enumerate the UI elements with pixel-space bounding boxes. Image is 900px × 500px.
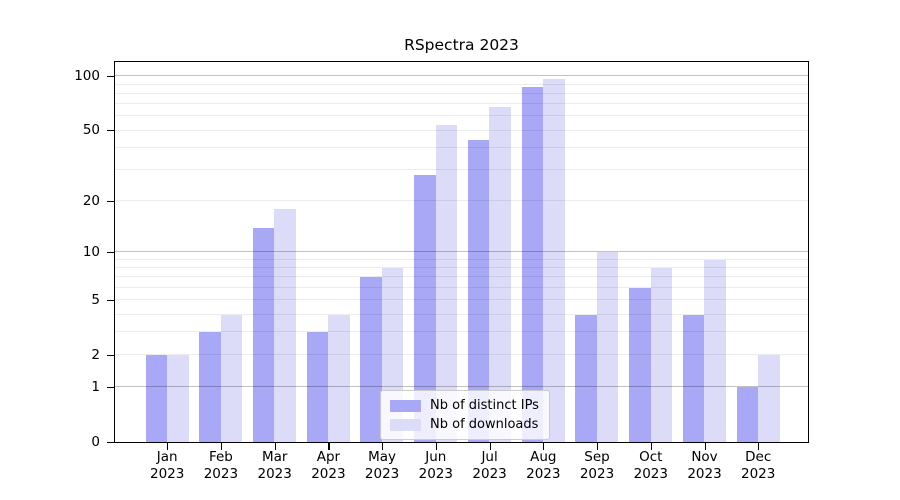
bar-downloads-jul — [489, 106, 511, 442]
x-tick-mark-dec — [758, 443, 760, 450]
legend: Nb of distinct IPs Nb of downloads — [380, 390, 550, 440]
bar-downloads-mar — [274, 208, 296, 442]
x-tick-label-nov: Nov 2023 — [687, 449, 722, 482]
legend-label-downloads: Nb of downloads — [430, 417, 539, 432]
bar-distinct-ips-aug — [521, 87, 544, 442]
gridline-y-40 — [115, 146, 808, 148]
gridline-y-3 — [115, 331, 808, 333]
gridline-y-2 — [115, 354, 808, 355]
x-tick-label-sep: Sep 2023 — [579, 449, 615, 482]
legend-swatch-distinct-ips — [390, 399, 421, 412]
plot-area: Nb of distinct IPs Nb of downloads — [114, 61, 809, 443]
y-tick-label-0: 0 — [91, 433, 100, 450]
gridline-y-100 — [115, 75, 808, 77]
gridline-y-1 — [115, 386, 808, 388]
gridline-y-8 — [115, 266, 808, 268]
gridline-y-50 — [115, 129, 808, 131]
x-tick-label-jan: Jan 2023 — [150, 449, 185, 482]
gridline-y-9 — [115, 258, 808, 260]
gridline-y-5 — [115, 299, 808, 301]
legend-label-distinct-ips: Nb of distinct IPs — [430, 398, 539, 413]
bar-downloads-apr — [328, 314, 350, 442]
bar-distinct-ips-may — [360, 277, 382, 442]
bar-downloads-sep — [596, 252, 619, 442]
y-tick-label-5: 5 — [91, 291, 100, 308]
gridline-y-10 — [115, 251, 808, 252]
legend-swatch-downloads — [390, 418, 421, 431]
x-tick-mark-may — [382, 443, 384, 450]
x-tick-mark-aug — [543, 443, 545, 450]
chart-title: RSpectra 2023 — [404, 36, 519, 54]
bar-downloads-jun — [435, 124, 458, 442]
gridline-y-60 — [115, 115, 808, 117]
bar-downloads-feb — [220, 314, 243, 442]
legend-item-distinct-ips: Nb of distinct IPs — [390, 398, 539, 413]
gridline-y-6 — [115, 286, 808, 288]
bar-distinct-ips-mar — [252, 227, 275, 442]
x-tick-label-dec: Dec 2023 — [741, 449, 776, 482]
x-tick-mark-jan — [167, 443, 169, 450]
x-tick-label-mar: Mar 2023 — [257, 449, 292, 482]
y-tick-mark-50 — [107, 130, 114, 132]
gridline-y-70 — [115, 103, 808, 105]
bar-distinct-ips-jul — [467, 140, 490, 442]
x-tick-mark-oct — [650, 443, 652, 450]
y-tick-mark-10 — [107, 251, 114, 253]
gridline-y-7 — [115, 276, 808, 278]
x-tick-label-oct: Oct 2023 — [633, 449, 668, 482]
y-tick-mark-2 — [107, 354, 114, 356]
y-tick-label-10: 10 — [82, 243, 100, 260]
y-tick-mark-1 — [107, 386, 114, 389]
bar-distinct-ips-nov — [682, 314, 705, 442]
x-tick-label-feb: Feb 2023 — [203, 449, 239, 482]
bar-distinct-ips-jan — [145, 355, 167, 442]
y-tick-label-100: 100 — [74, 68, 100, 85]
bar-downloads-oct — [650, 267, 673, 442]
gridline-y-90 — [115, 83, 808, 85]
x-tick-mark-nov — [704, 443, 706, 450]
bar-distinct-ips-oct — [629, 287, 651, 442]
bar-downloads-aug — [543, 78, 565, 442]
gridline-y-30 — [115, 169, 808, 170]
y-tick-mark-0 — [107, 441, 114, 443]
y-tick-label-20: 20 — [82, 192, 100, 209]
bar-distinct-ips-apr — [306, 332, 329, 442]
x-tick-mark-feb — [220, 443, 223, 450]
y-tick-label-2: 2 — [91, 346, 100, 363]
x-tick-label-jul: Jul 2023 — [472, 449, 507, 482]
bar-distinct-ips-sep — [575, 314, 597, 442]
x-tick-mark-apr — [328, 443, 330, 450]
bar-distinct-ips-dec — [736, 387, 759, 442]
x-tick-label-may: May 2023 — [364, 449, 400, 482]
y-tick-label-1: 1 — [91, 378, 100, 395]
x-tick-label-aug: Aug 2023 — [526, 449, 561, 482]
y-tick-mark-5 — [107, 299, 114, 302]
gridline-y-4 — [115, 313, 808, 315]
y-tick-mark-20 — [107, 200, 114, 202]
y-tick-mark-100 — [107, 76, 114, 78]
x-tick-mark-jul — [489, 443, 491, 450]
bar-downloads-nov — [704, 259, 726, 442]
bar-distinct-ips-feb — [199, 332, 221, 442]
bar-distinct-ips-jun — [414, 175, 436, 442]
y-tick-label-50: 50 — [82, 122, 100, 139]
x-tick-label-jun: Jun 2023 — [418, 449, 453, 482]
x-tick-mark-jun — [435, 443, 437, 450]
x-tick-label-apr: Apr 2023 — [311, 449, 346, 482]
gridline-y-20 — [115, 199, 808, 201]
x-tick-mark-mar — [274, 443, 276, 450]
x-tick-mark-sep — [597, 443, 599, 450]
bar-downloads-dec — [758, 355, 780, 442]
bar-downloads-jan — [167, 355, 189, 442]
legend-item-downloads: Nb of downloads — [390, 417, 539, 432]
gridline-y-80 — [115, 92, 808, 94]
